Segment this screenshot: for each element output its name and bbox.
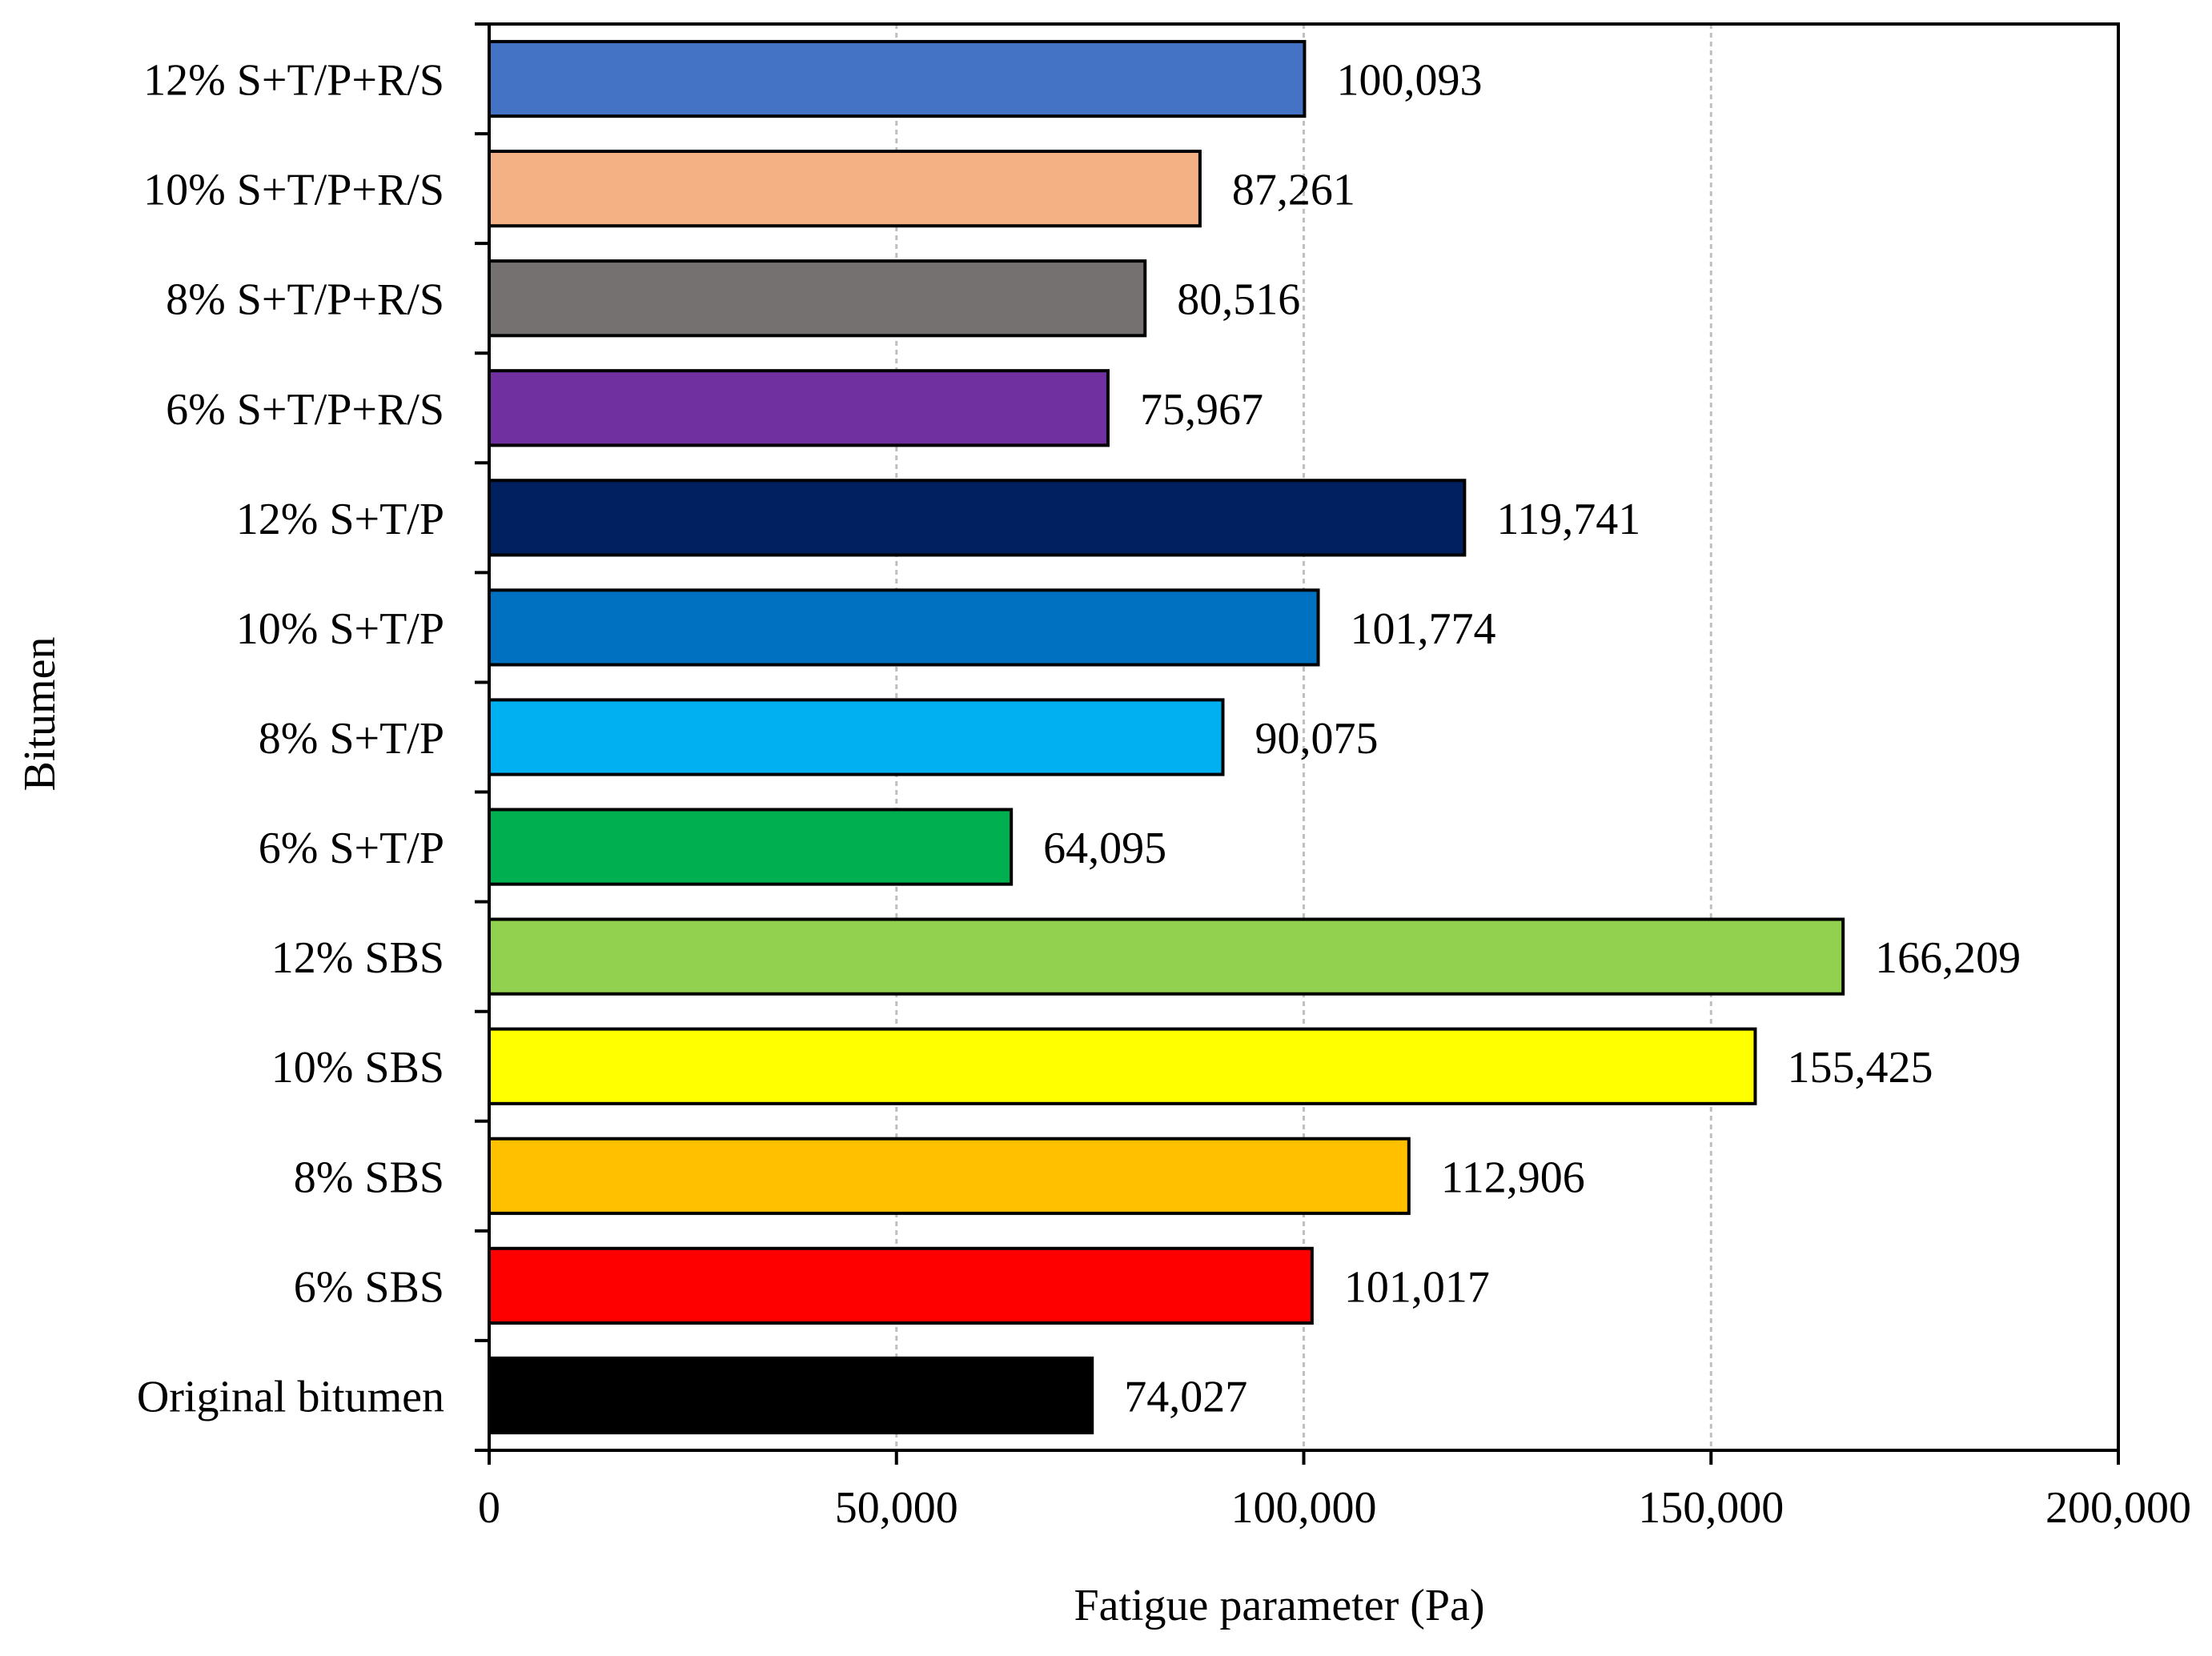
data-label: 90,075 [1255, 714, 1379, 764]
category-label: 12% S+T/P+R/S [143, 56, 444, 106]
x-tick-label: 150,000 [1638, 1483, 1784, 1533]
data-label: 112,906 [1441, 1153, 1585, 1202]
category-label: 12% SBS [271, 933, 444, 983]
data-label: 64,095 [1043, 824, 1166, 873]
bar [488, 259, 1147, 338]
category-label: 6% S+T/P [259, 824, 444, 873]
category-label: 6% SBS [294, 1262, 444, 1312]
category-label: 12% S+T/P [236, 495, 444, 544]
data-label: 166,209 [1875, 933, 2021, 983]
category-label: Original bitumen [137, 1372, 444, 1421]
x-tick-label: 50,000 [835, 1483, 958, 1533]
axes [475, 22, 2120, 1465]
data-label: 155,425 [1787, 1043, 1933, 1093]
data-label: 80,516 [1177, 275, 1300, 325]
data-label: 119,741 [1496, 495, 1640, 544]
data-label: 101,017 [1344, 1262, 1490, 1312]
data-label: 101,774 [1351, 604, 1496, 654]
bar [488, 917, 1845, 996]
data-label: 100,093 [1336, 56, 1482, 106]
bar [488, 1356, 1094, 1435]
category-label: 10% S+T/P+R/S [143, 166, 444, 215]
bar [488, 1137, 1411, 1215]
x-tick-label: 100,000 [1231, 1483, 1377, 1533]
x-tick-label: 0 [478, 1483, 500, 1533]
bars [488, 39, 1845, 1435]
bar [488, 1027, 1757, 1105]
bar [488, 808, 1014, 886]
x-axis-title: Fatigue parameter (Pa) [1074, 1581, 1484, 1630]
category-label: 10% SBS [271, 1043, 444, 1093]
bar [488, 39, 1307, 118]
category-label: 8% SBS [294, 1153, 444, 1202]
category-label: 6% S+T/P+R/S [166, 385, 444, 435]
y-axis-title: Bitumen [15, 637, 65, 792]
bar [488, 479, 1467, 557]
bar [488, 1246, 1314, 1325]
labels: 100,093 12% S+T/P+R/S 87,261 10% S+T/P+R/S 8… [137, 56, 2191, 1533]
category-label: 10% S+T/P [236, 604, 444, 654]
bar [488, 369, 1110, 447]
data-label: 74,027 [1124, 1372, 1247, 1421]
bar [488, 588, 1320, 667]
x-tick-label: 200,000 [2045, 1483, 2191, 1533]
category-label: 8% S+T/P+R/S [166, 275, 444, 325]
data-label: 75,967 [1140, 385, 1263, 435]
bar [488, 150, 1202, 228]
category-label: 8% S+T/P [259, 714, 444, 764]
bar [488, 698, 1225, 776]
data-label: 87,261 [1232, 166, 1355, 215]
